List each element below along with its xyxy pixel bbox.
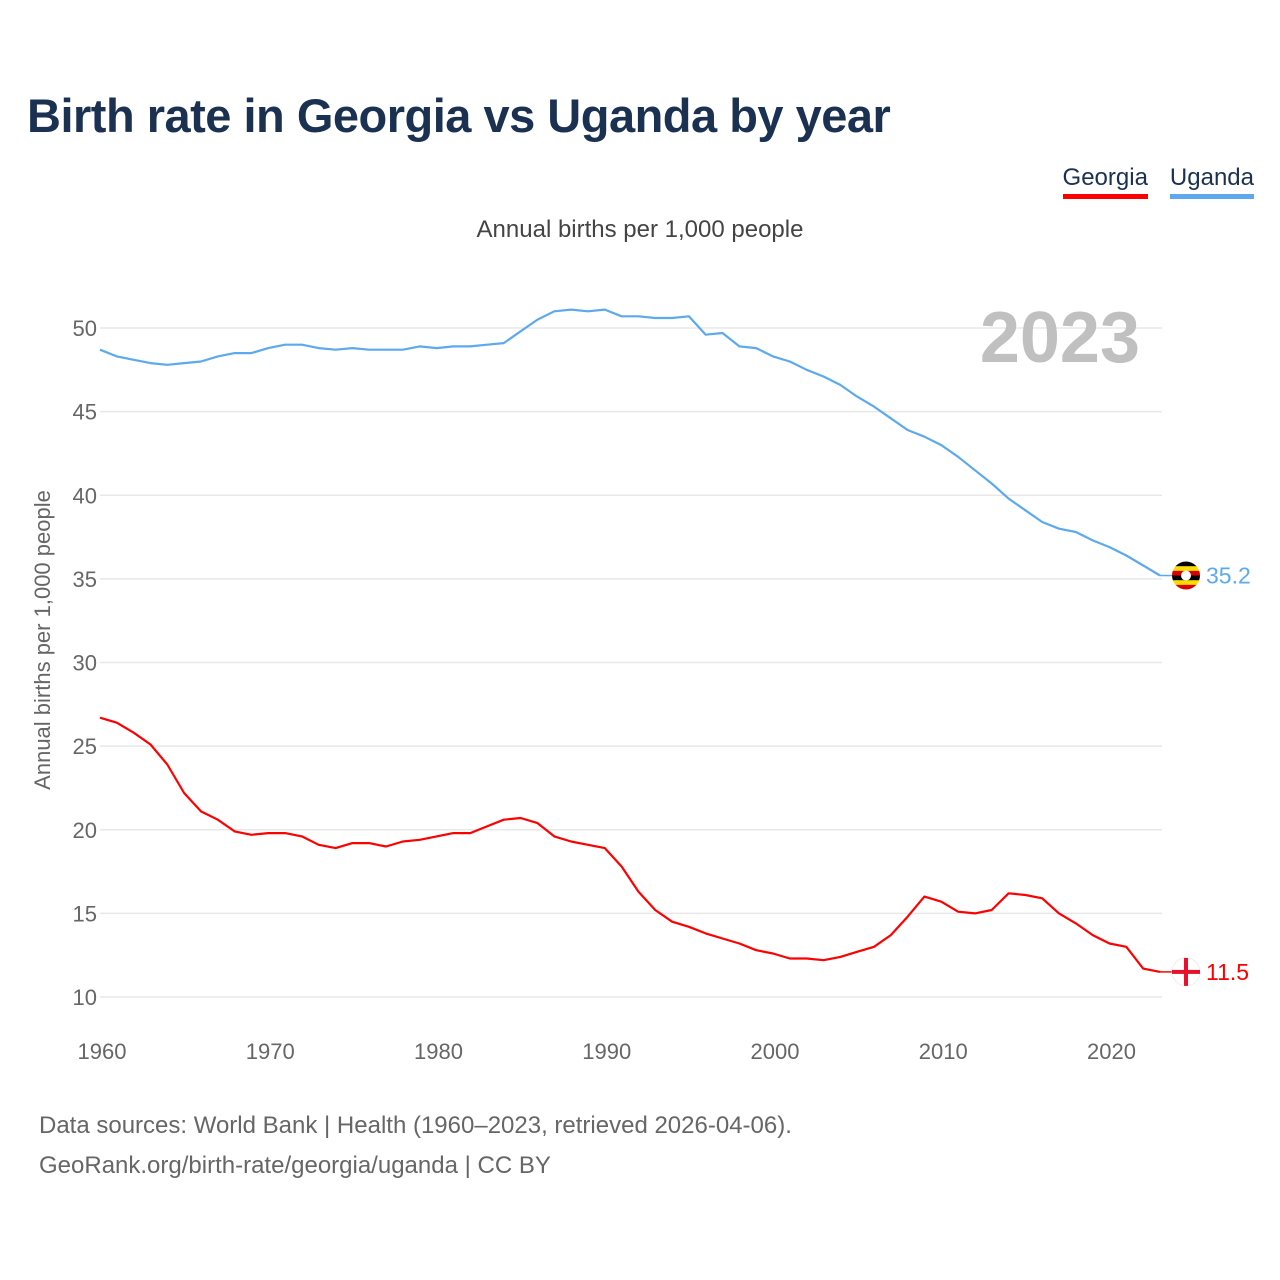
y-axis-label: Annual births per 1,000 people bbox=[30, 490, 55, 790]
y-tick-label: 30 bbox=[73, 651, 97, 676]
x-tick-label: 2010 bbox=[919, 1039, 968, 1064]
x-tick-label: 1970 bbox=[246, 1039, 295, 1064]
data-source: Data sources: World Bank | Health (1960–… bbox=[39, 1112, 792, 1139]
legend: Georgia Uganda bbox=[1062, 164, 1254, 199]
x-tick-label: 1980 bbox=[414, 1039, 463, 1064]
georgia-flag-cross bbox=[1184, 957, 1188, 986]
y-tick-label: 10 bbox=[73, 985, 97, 1010]
series-line-uganda bbox=[99, 308, 1161, 577]
year-label: 2023 bbox=[980, 298, 1140, 378]
uganda-flag-icon bbox=[1172, 561, 1200, 567]
y-tick-label: 20 bbox=[73, 818, 97, 843]
x-tick-label: 2000 bbox=[751, 1039, 800, 1064]
y-tick-label: 25 bbox=[73, 734, 97, 759]
chart-title: Birth rate in Georgia vs Uganda by year bbox=[27, 89, 891, 142]
uganda-flag-emblem bbox=[1181, 570, 1191, 581]
end-value-label: 11.5 bbox=[1206, 959, 1249, 985]
y-tick-label: 40 bbox=[73, 483, 97, 508]
source-link[interactable]: GeoRank.org/birth-rate/georgia/uganda | … bbox=[39, 1152, 551, 1179]
uganda-flag-icon bbox=[1172, 584, 1200, 590]
uganda-flag-icon bbox=[1172, 580, 1200, 586]
x-tick-label: 2020 bbox=[1087, 1039, 1136, 1064]
legend-georgia[interactable]: Georgia bbox=[1062, 164, 1148, 199]
y-tick-label: 50 bbox=[73, 316, 97, 341]
x-tick-label: 1960 bbox=[78, 1039, 127, 1064]
uganda-flag-icon bbox=[1172, 566, 1200, 572]
footer: Data sources: World Bank | Health (1960–… bbox=[39, 1106, 792, 1186]
y-tick-label: 15 bbox=[73, 901, 97, 926]
chart-subtitle: Annual births per 1,000 people bbox=[476, 216, 804, 243]
y-tick-label: 45 bbox=[73, 400, 97, 425]
legend-uganda[interactable]: Uganda bbox=[1169, 164, 1254, 199]
end-value-label: 35.2 bbox=[1206, 563, 1251, 589]
x-tick-label: 1990 bbox=[582, 1039, 631, 1064]
y-tick-label: 35 bbox=[73, 567, 97, 592]
series-line-georgia bbox=[99, 716, 1161, 973]
